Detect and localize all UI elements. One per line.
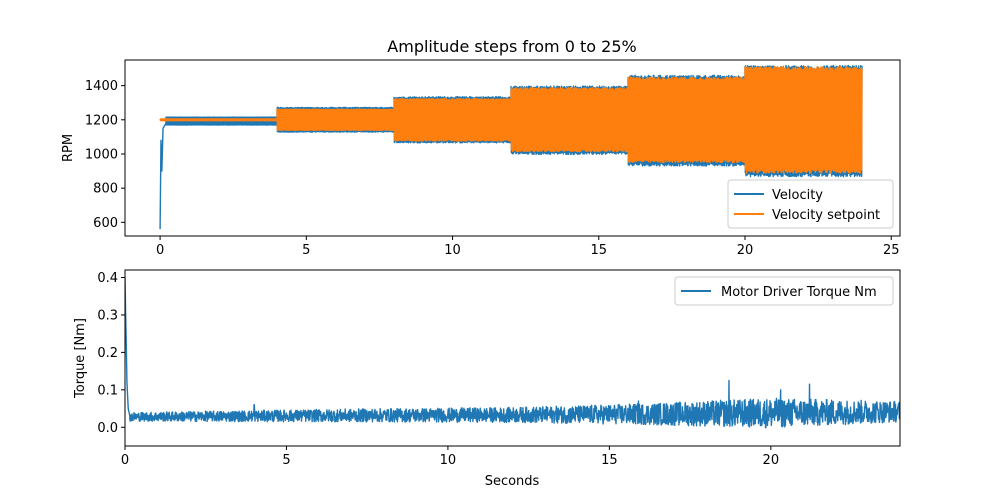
velocity-axes-frame	[124, 59, 901, 237]
x-tick-label: 15	[591, 243, 608, 258]
legend-label-torque: Motor Driver Torque Nm	[721, 285, 877, 300]
x-tick-label: 10	[444, 243, 461, 258]
y-tick-label: 600	[93, 216, 118, 231]
y-tick-label: 1400	[85, 79, 118, 94]
torque-x-axis-label: Seconds	[485, 474, 540, 489]
y-tick-label: 1000	[85, 147, 118, 162]
x-tick-label: 25	[883, 243, 900, 258]
y-tick-label: 0.2	[97, 346, 118, 361]
torque-chart: 0 5 10 15 20 0.0 0.1 0.2 0.3 0.4 Seconds Torque …	[73, 269, 901, 489]
y-tick-label: 1200	[85, 113, 118, 128]
torque-x-ticks: 0 5 10 15 20	[121, 446, 779, 468]
legend-label-velocity-setpoint: Velocity setpoint	[772, 208, 880, 223]
series-line-motor-driver-torque-nm	[125, 277, 900, 429]
legend-box	[727, 179, 894, 229]
y-tick-label: 0.4	[97, 271, 118, 286]
series-line-velocity-setpoint	[159, 65, 863, 174]
velocity-y-ticks: 600 800 1000 1200 1400	[85, 79, 125, 231]
torque-plot-area	[125, 277, 900, 429]
x-tick-label: 10	[440, 453, 457, 468]
y-tick-label: 0.0	[97, 421, 118, 436]
y-tick-label: 800	[93, 182, 118, 197]
y-tick-label: 0.1	[97, 383, 118, 398]
x-tick-label: 20	[763, 453, 780, 468]
legend-box	[674, 276, 894, 306]
velocity-y-axis-label: RPM	[61, 134, 76, 162]
x-tick-label: 0	[121, 453, 129, 468]
torque-y-ticks: 0.0 0.1 0.2 0.3 0.4	[97, 271, 125, 436]
y-tick-label: 0.3	[97, 308, 118, 323]
x-tick-label: 5	[302, 243, 310, 258]
x-tick-label: 20	[737, 243, 754, 258]
velocity-plot-area	[159, 64, 863, 230]
torque-axes-frame	[124, 269, 901, 447]
x-tick-label: 15	[601, 453, 618, 468]
chart-title: Amplitude steps from 0 to 25%	[387, 37, 636, 56]
legend-label-velocity: Velocity	[772, 188, 823, 203]
x-tick-label: 0	[156, 243, 164, 258]
x-tick-label: 5	[282, 453, 290, 468]
velocity-legend: Velocity Velocity setpoint	[727, 179, 894, 229]
velocity-x-ticks: 0 5 10 15 20 25	[156, 236, 900, 258]
torque-y-axis-label: Torque [Nm]	[73, 318, 88, 399]
velocity-chart: Amplitude steps from 0 to 25% 0 5 10 15 20 25…	[61, 37, 901, 258]
torque-legend: Motor Driver Torque Nm	[674, 276, 894, 306]
